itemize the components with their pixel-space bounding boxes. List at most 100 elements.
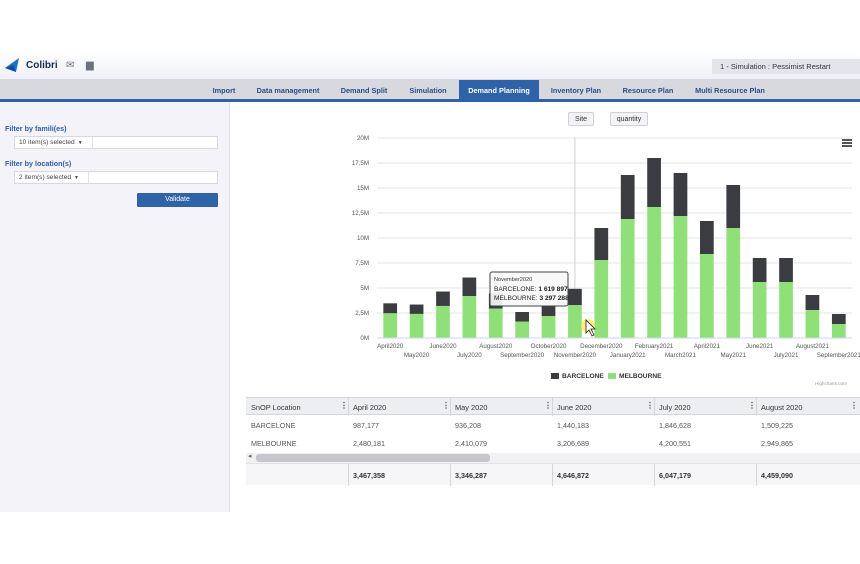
- bar-barcelone[interactable]: [383, 303, 398, 314]
- column-divider: [450, 464, 451, 486]
- location-filter-field[interactable]: 2 item(s) selected ▼: [14, 171, 218, 184]
- total-cell: 6,047,179: [659, 471, 691, 480]
- tab-demand-planning[interactable]: Demand Planning: [459, 80, 539, 100]
- bar-barcelone[interactable]: [831, 314, 846, 324]
- bar-melbourne[interactable]: [673, 216, 688, 338]
- chart-menu-icon[interactable]: [842, 139, 852, 147]
- column-header[interactable]: April 2020: [353, 403, 387, 412]
- column-menu-icon[interactable]: ⋮: [850, 401, 858, 410]
- bar-melbourne[interactable]: [541, 316, 556, 338]
- legend-label: BARCELONE: [562, 373, 604, 380]
- quantity-button[interactable]: quantity: [610, 112, 648, 126]
- bar-melbourne[interactable]: [383, 313, 398, 338]
- y-tick-label: 20M: [357, 135, 369, 142]
- mail-icon[interactable]: ✉: [66, 60, 75, 71]
- bar-barcelone[interactable]: [436, 291, 450, 306]
- bar-melbourne[interactable]: [594, 260, 609, 338]
- column-divider: [654, 464, 655, 486]
- bar-barcelone[interactable]: [752, 258, 767, 282]
- bar-barcelone[interactable]: [515, 312, 529, 322]
- tab-simulation[interactable]: Simulation: [409, 86, 447, 95]
- column-menu-icon[interactable]: ⋮: [748, 401, 756, 410]
- bar-melbourne[interactable]: [779, 282, 793, 338]
- family-filter-select[interactable]: 10 item(s) selected ▼: [15, 137, 93, 148]
- bar-melbourne[interactable]: [831, 324, 846, 338]
- column-header[interactable]: July 2020: [659, 403, 691, 412]
- bar-barcelone[interactable]: [647, 158, 661, 207]
- x-tick-label: April2020: [377, 343, 404, 350]
- table-cell: 936,208: [455, 421, 481, 430]
- bar-melbourne[interactable]: [620, 219, 635, 338]
- bar-melbourne[interactable]: [700, 254, 714, 338]
- bar-melbourne[interactable]: [568, 305, 582, 338]
- x-tick-label: September2021: [817, 352, 860, 359]
- tab-resource-plan[interactable]: Resource Plan: [622, 86, 674, 95]
- column-divider: [348, 398, 349, 416]
- column-menu-icon[interactable]: ⋮: [544, 401, 552, 410]
- bar-barcelone[interactable]: [541, 306, 556, 316]
- location-filter-value: 2 item(s) selected: [19, 174, 72, 181]
- column-menu-icon[interactable]: ⋮: [340, 401, 348, 410]
- bar-melbourne[interactable]: [488, 308, 503, 338]
- bar-barcelone[interactable]: [594, 228, 609, 260]
- family-filter-field[interactable]: 10 item(s) selected ▼: [14, 136, 218, 149]
- location-filter-select[interactable]: 2 item(s) selected ▼: [15, 172, 89, 183]
- table-cell: 1,440,183: [557, 421, 589, 430]
- bar-barcelone[interactable]: [700, 221, 714, 254]
- tab-demand-split[interactable]: Demand Split: [340, 86, 388, 95]
- chat-icon[interactable]: ▆: [86, 60, 94, 71]
- column-header[interactable]: August 2020: [761, 403, 803, 412]
- table-cell: BARCELONE: [251, 421, 296, 430]
- column-menu-icon[interactable]: ⋮: [442, 401, 450, 410]
- column-header[interactable]: May 2020: [455, 403, 488, 412]
- legend-item-melbourne[interactable]: MELBOURNE: [608, 373, 662, 380]
- legend-item-barcelone[interactable]: BARCELONE: [551, 373, 604, 380]
- bar-barcelone[interactable]: [673, 173, 688, 216]
- site-button[interactable]: Site: [568, 112, 594, 126]
- total-cell: 4,646,872: [557, 471, 589, 480]
- bar-barcelone[interactable]: [568, 288, 582, 306]
- mouse-pointer-icon: [585, 319, 596, 337]
- table-cell: 3,206,689: [557, 439, 589, 448]
- y-tick-label: 15M: [357, 185, 369, 192]
- table-row[interactable]: MELBOURNE 2,480,181 2,410,079 3,206,689 …: [246, 434, 860, 452]
- table-cell: 2,949,865: [761, 439, 793, 448]
- x-tick-label: July2020: [457, 352, 482, 359]
- bar-barcelone[interactable]: [805, 295, 820, 310]
- bar-barcelone[interactable]: [462, 277, 477, 296]
- y-tick-label: 12,5M: [352, 210, 369, 217]
- column-header[interactable]: SnOP Location: [251, 403, 301, 412]
- column-divider: [756, 464, 757, 486]
- bar-melbourne[interactable]: [409, 313, 424, 338]
- bar-barcelone[interactable]: [726, 185, 741, 228]
- bar-melbourne[interactable]: [436, 305, 450, 338]
- table-row[interactable]: BARCELONE 987,177 936,208 1,440,183 1,84…: [246, 416, 860, 434]
- column-menu-icon[interactable]: ⋮: [646, 401, 654, 410]
- x-tick-label: May2020: [404, 352, 430, 359]
- bar-melbourne[interactable]: [647, 207, 661, 338]
- tab-data-management[interactable]: Data management: [256, 86, 320, 95]
- validate-button[interactable]: Validate: [137, 193, 218, 207]
- table-cell: 1,509,225: [761, 421, 793, 430]
- bar-melbourne[interactable]: [462, 295, 477, 338]
- scroll-left-icon[interactable]: ◂: [248, 453, 252, 460]
- bar-melbourne[interactable]: [752, 282, 767, 338]
- bar-barcelone[interactable]: [620, 175, 635, 219]
- x-tick-label: March2021: [665, 352, 697, 359]
- tab-import[interactable]: Import: [212, 86, 236, 95]
- bar-barcelone[interactable]: [409, 304, 424, 314]
- bar-melbourne[interactable]: [515, 321, 529, 339]
- app-header: Colibri ✉ ▆ 1 - Simulation : Pessimist R…: [0, 52, 860, 80]
- bar-melbourne[interactable]: [726, 228, 741, 338]
- bar-barcelone[interactable]: [779, 258, 793, 282]
- tab-inventory-plan[interactable]: Inventory Plan: [550, 86, 602, 95]
- column-header[interactable]: June 2020: [557, 403, 592, 412]
- x-tick-label: September2020: [500, 352, 545, 359]
- horizontal-scrollbar[interactable]: ◂: [246, 453, 860, 463]
- simulation-selector[interactable]: 1 - Simulation : Pessimist Restart: [712, 59, 860, 74]
- tab-multi-resource-plan[interactable]: Multi Resource Plan: [695, 86, 765, 95]
- scrollbar-thumb[interactable]: [256, 454, 490, 462]
- chart-credit[interactable]: Highcharts.com: [815, 381, 847, 386]
- bar-melbourne[interactable]: [805, 310, 820, 338]
- totals-row: 3,467,358 3,346,287 4,646,872 6,047,179 …: [246, 463, 860, 486]
